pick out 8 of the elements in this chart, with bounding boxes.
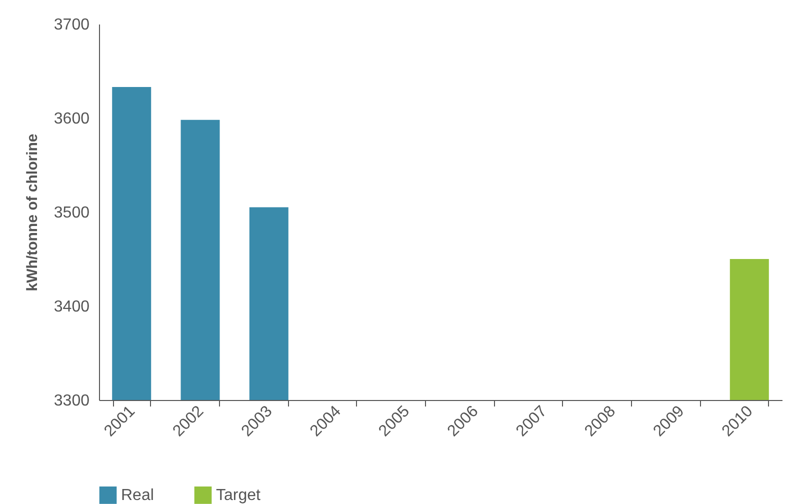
legend-label: Target bbox=[216, 487, 262, 504]
y-axis-title: kWh/tonne of chlorine bbox=[24, 134, 41, 292]
y-tick-label: 3600 bbox=[54, 110, 90, 128]
y-tick-label: 3700 bbox=[54, 16, 90, 34]
y-tick-label: 3300 bbox=[54, 392, 90, 410]
y-tick-label: 3400 bbox=[54, 298, 90, 316]
y-tick-label: 3500 bbox=[54, 204, 90, 222]
legend-label: Real bbox=[121, 487, 154, 504]
